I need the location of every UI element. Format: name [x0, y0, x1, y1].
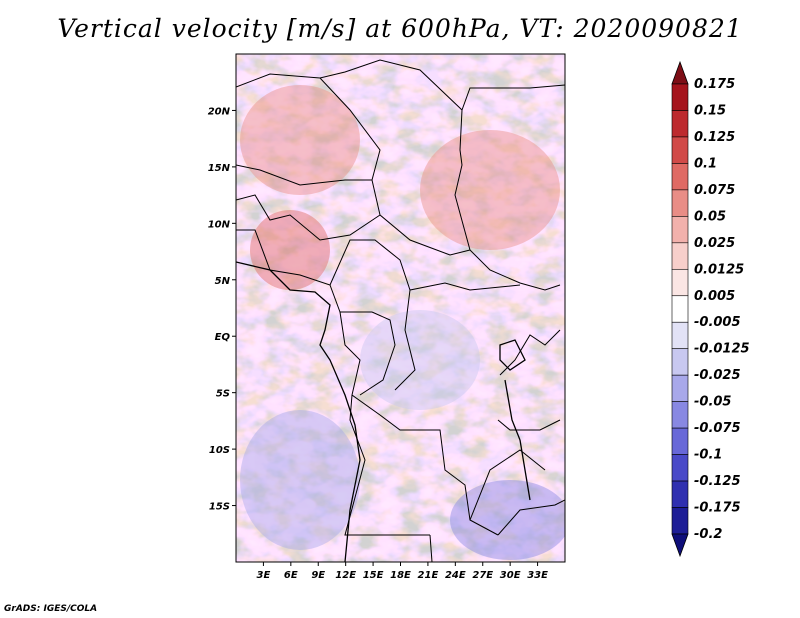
colorbar-label: 0.025	[694, 236, 735, 251]
colorbar-segment	[671, 401, 689, 429]
lon-tick-label: 30E	[500, 570, 521, 581]
colorbar-label: -0.175	[694, 501, 741, 516]
colorbar-label: 0.15	[694, 103, 726, 118]
country-borders	[236, 59, 565, 562]
colorbar-segment	[671, 268, 689, 297]
colorbar-label: 0.075	[694, 183, 735, 198]
colorbar-label: -0.1	[694, 448, 722, 463]
colorbar-label: 0.1	[694, 156, 717, 171]
colorbar-label: -0.005	[694, 315, 741, 330]
lat-tick-label: 5S	[216, 389, 230, 400]
lon-tick-label: 15E	[363, 570, 384, 581]
colorbar-top-arrow	[671, 60, 689, 85]
coastline	[236, 261, 531, 562]
colorbar-label: -0.05	[694, 395, 731, 410]
lat-tick-label: 15S	[209, 502, 230, 513]
colorbar-label: 0.0125	[694, 262, 744, 277]
colorbar-segment	[671, 189, 689, 217]
colorbar-segment	[671, 110, 689, 138]
lat-tick-label: 10S	[209, 445, 230, 456]
grads-credit: GrADS: IGES/COLA	[4, 604, 98, 614]
lon-tick-label: 12E	[335, 570, 356, 581]
colorbar-segment	[671, 507, 689, 535]
lon-tick-label: 21E	[418, 570, 439, 581]
colorbar-segment	[671, 216, 689, 244]
lon-tick-label: 24E	[445, 570, 466, 581]
colorbar-label: -0.2	[694, 527, 722, 542]
colorbar-label: -0.075	[694, 421, 741, 436]
colorbar-segment	[671, 454, 689, 482]
colorbar-label: 0.125	[694, 130, 735, 145]
lat-tick-label: EQ	[215, 332, 231, 343]
colorbar-segment	[671, 83, 689, 111]
colorbar-segment	[671, 242, 689, 270]
longitude-axis: 3E 6E 9E 12E 15E 18E 21E 24E 27E 30E 33E	[257, 562, 548, 581]
lon-tick-label: 9E	[311, 570, 325, 581]
colorbar-bottom-arrow	[671, 533, 689, 558]
colorbar-segment	[671, 163, 689, 191]
colorbar-segment	[671, 480, 689, 508]
colorbar-label: -0.025	[694, 368, 741, 383]
lat-tick-label: 15N	[208, 163, 231, 174]
colorbar-segment	[671, 295, 689, 323]
lon-tick-label: 3E	[257, 570, 271, 581]
map-title: Vertical velocity [m/s] at 600hPa, VT: 2…	[57, 14, 743, 43]
velocity-field	[236, 54, 565, 562]
colorbar-segment	[671, 427, 689, 455]
colorbar-segment	[671, 321, 689, 350]
colorbar: 0.175 0.15 0.125 0.1 0.075 0.05 0.025 0.0125 0.0…	[671, 60, 750, 558]
latitude-axis: 20N 15N 10N 5N EQ 5S 10S 15S	[208, 106, 236, 513]
colorbar-label: 0.05	[694, 209, 726, 224]
lat-tick-label: 20N	[208, 106, 231, 117]
colorbar-segment	[671, 136, 689, 164]
lat-tick-label: 5N	[215, 276, 231, 287]
colorbar-label: -0.0125	[694, 342, 750, 357]
lon-tick-label: 18E	[390, 570, 411, 581]
lon-tick-label: 33E	[527, 570, 548, 581]
colorbar-label: -0.125	[694, 474, 741, 489]
lon-tick-label: 27E	[472, 570, 493, 581]
lon-tick-label: 6E	[284, 570, 298, 581]
lat-tick-label: 10N	[208, 219, 231, 230]
colorbar-segment	[671, 374, 689, 402]
colorbar-segment	[671, 348, 689, 376]
colorbar-label: 0.005	[694, 289, 735, 304]
colorbar-label: 0.175	[694, 77, 735, 92]
